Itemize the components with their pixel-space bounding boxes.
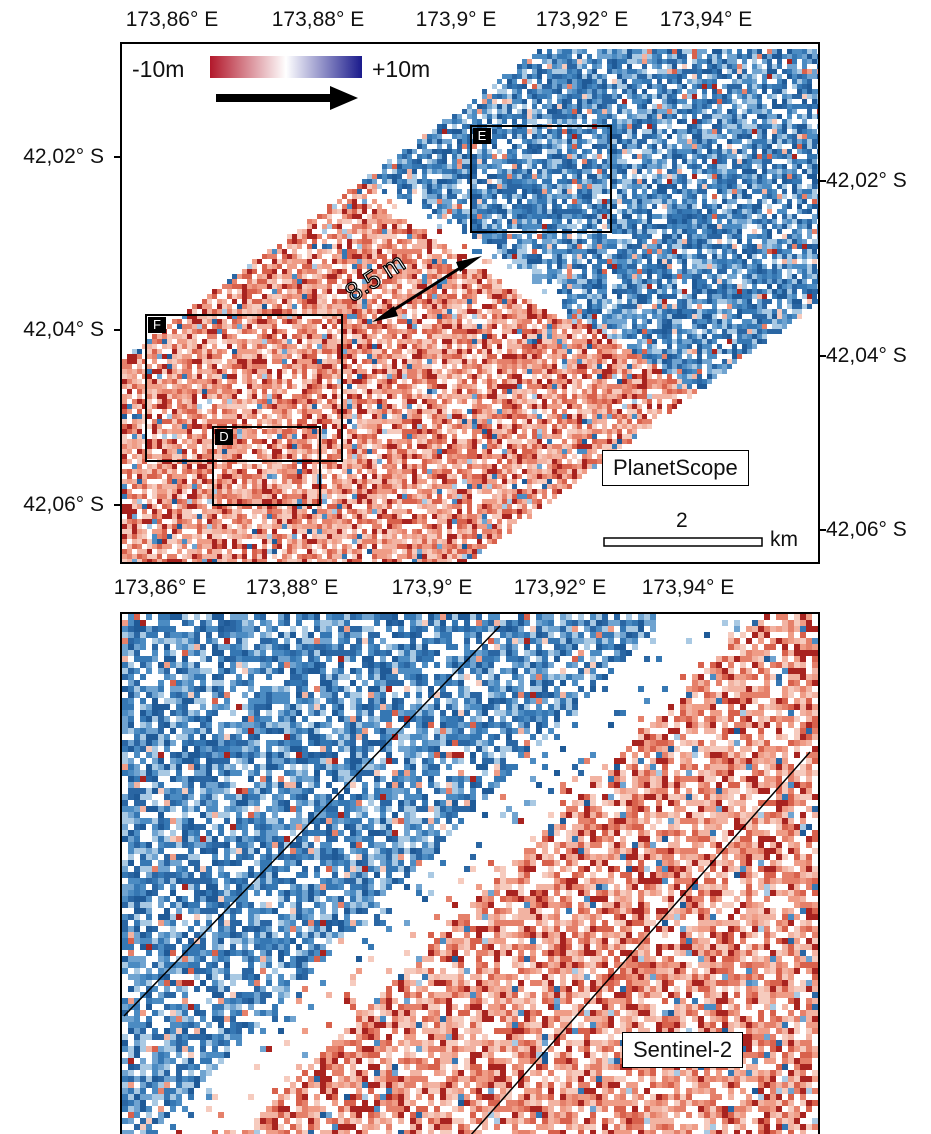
displacement-arrowhead-icon bbox=[372, 306, 398, 322]
scalebar-unit: km bbox=[770, 528, 798, 551]
sentinel2-map: Sentinel-2 bbox=[120, 612, 820, 1134]
tick-mark bbox=[820, 355, 826, 357]
tick-mark bbox=[114, 504, 120, 506]
subset-box-f bbox=[145, 314, 343, 462]
subset-box-e bbox=[470, 125, 612, 233]
fault-lines bbox=[123, 625, 811, 1134]
lat-tick-left: 42,04° S bbox=[23, 318, 104, 341]
lon-tick-top: 173,86° E bbox=[125, 8, 219, 31]
lat-tick-left: 42,06° S bbox=[23, 493, 104, 516]
planetscope-map: -10m +10m E F D 8.5 m PlanetScope 2 km bbox=[120, 42, 820, 564]
colorbar-max-label: +10m bbox=[372, 56, 431, 82]
map-overlays bbox=[145, 56, 763, 547]
tick-mark bbox=[820, 180, 826, 182]
subset-box-d bbox=[212, 426, 321, 506]
displacement-raster bbox=[122, 49, 818, 562]
lon-tick-bottom: 173,92° E bbox=[513, 576, 607, 599]
lon-tick-top: 173,94° E bbox=[659, 8, 753, 31]
box-label-f: F bbox=[153, 317, 161, 332]
arrow-right-icon bbox=[216, 86, 358, 110]
tick-mark bbox=[820, 529, 826, 531]
lat-tick-left: 42,02° S bbox=[23, 145, 104, 168]
lon-tick-top: 173,92° E bbox=[535, 8, 629, 31]
lon-tick-top: 173,9° E bbox=[415, 8, 497, 31]
box-label-e: E bbox=[477, 128, 487, 143]
sensor-label-sentinel2: Sentinel-2 bbox=[622, 1032, 744, 1068]
scalebar-value: 2 bbox=[676, 509, 688, 532]
lon-tick-bottom: 173,88° E bbox=[245, 576, 339, 599]
colorbar bbox=[210, 56, 362, 78]
lon-tick-bottom: 173,9° E bbox=[391, 576, 473, 599]
scalebar bbox=[603, 537, 763, 547]
displacement-raster-zoom bbox=[122, 614, 818, 1134]
displacement-arrow-line bbox=[383, 261, 469, 318]
box-label-d: D bbox=[219, 429, 229, 444]
displacement-arrowhead-icon bbox=[456, 256, 482, 272]
sensor-label-planetscope: PlanetScope bbox=[602, 450, 749, 486]
tick-mark bbox=[114, 329, 120, 331]
lon-tick-top: 173,88° E bbox=[271, 8, 365, 31]
lon-tick-bottom: 173,94° E bbox=[641, 576, 735, 599]
tick-mark bbox=[114, 156, 120, 158]
colorbar-min-label: -10m bbox=[132, 56, 185, 82]
lat-tick-right: 42,06° S bbox=[826, 518, 907, 541]
lat-tick-right: 42,02° S bbox=[826, 169, 907, 192]
lon-tick-bottom: 173,86° E bbox=[113, 576, 207, 599]
lat-tick-right: 42,04° S bbox=[826, 344, 907, 367]
